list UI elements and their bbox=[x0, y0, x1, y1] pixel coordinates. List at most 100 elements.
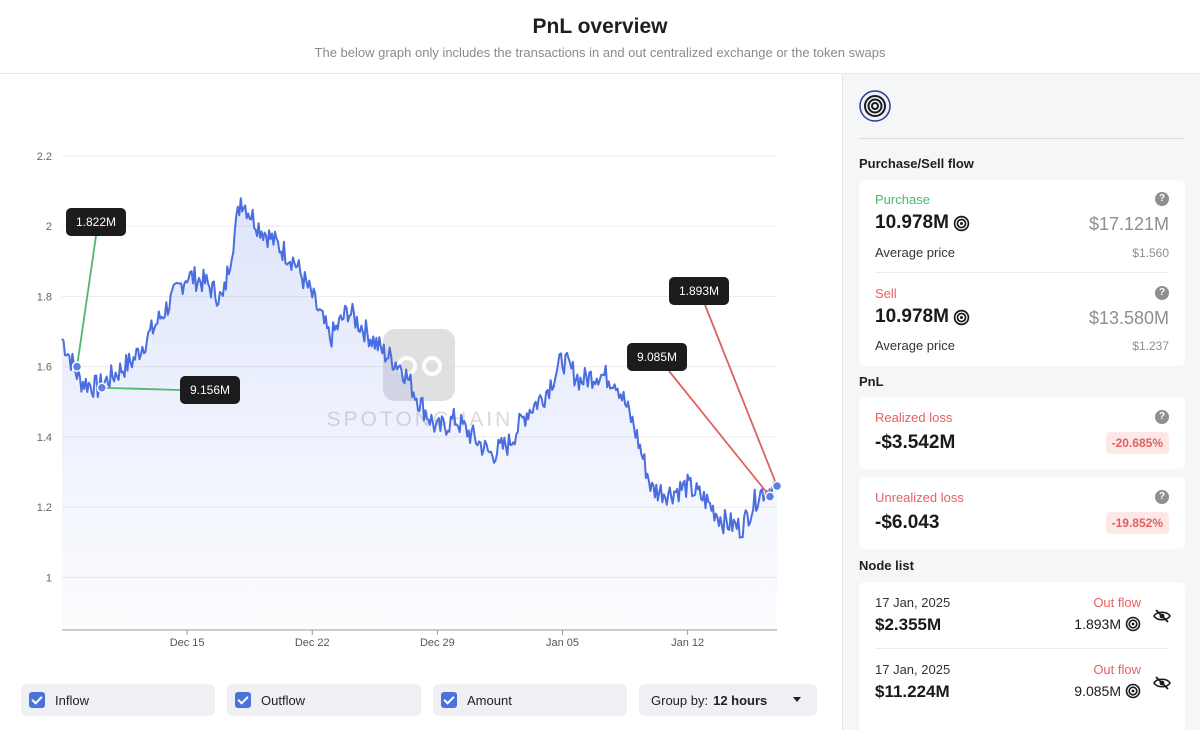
unrealized-loss-badge: -19.852% bbox=[1105, 512, 1169, 534]
purchase-avg-value: $1.560 bbox=[1132, 246, 1169, 260]
unrealized-loss-card: Unrealized loss ? -$6.043 -19.852% bbox=[859, 477, 1185, 549]
flow-section-title: Purchase/Sell flow bbox=[859, 156, 974, 171]
help-icon[interactable]: ? bbox=[1155, 490, 1169, 504]
group-by-value: 12 hours bbox=[713, 692, 768, 708]
purchase-amount-value: 10.978M bbox=[875, 212, 949, 233]
node-amount: $2.355M bbox=[875, 615, 942, 634]
inflow-toggle[interactable]: Inflow bbox=[21, 684, 215, 716]
y-tick-label: 1.4 bbox=[37, 432, 52, 444]
help-icon[interactable]: ? bbox=[1155, 286, 1169, 300]
divider bbox=[875, 272, 1169, 273]
eye-off-icon[interactable] bbox=[1153, 609, 1171, 623]
annotation-box bbox=[180, 376, 240, 404]
node-flow: Out flow bbox=[1093, 595, 1141, 610]
annotation-label: 9.085M bbox=[637, 350, 677, 364]
purchase-sell-card: Purchase ? 10.978M $17.121M Average pric… bbox=[859, 180, 1185, 366]
sidebar: Purchase/Sell flow Purchase ? 10.978M $1… bbox=[842, 74, 1200, 730]
y-tick-label: 1.6 bbox=[37, 362, 52, 374]
group-by-select[interactable]: Group by: 12 hours bbox=[639, 684, 817, 716]
annotation-point bbox=[71, 361, 83, 372]
node-tokens-value: 1.893M bbox=[1074, 616, 1121, 632]
realized-loss-card: Realized loss ? -$3.542M -20.685% bbox=[859, 397, 1185, 469]
sell-usd: $13.580M bbox=[1088, 308, 1169, 328]
node-tokens: 9.085M bbox=[1074, 683, 1141, 699]
inflow-checkbox[interactable] bbox=[29, 692, 45, 708]
node-date: 17 Jan, 2025 bbox=[875, 662, 951, 677]
annotation-leader bbox=[101, 386, 181, 391]
purchase-usd: $17.121M bbox=[1088, 214, 1169, 234]
y-tick-label: 2 bbox=[46, 221, 52, 233]
annotation-leader bbox=[704, 304, 778, 487]
y-tick-label: 1.2 bbox=[37, 502, 52, 514]
node-tokens: 1.893M bbox=[1074, 616, 1141, 632]
realized-loss-badge: -20.685% bbox=[1105, 432, 1169, 454]
node-item[interactable]: 17 Jan, 2025 Out flow $2.355M 1.893M bbox=[859, 582, 1185, 648]
sell-amount: 10.978M bbox=[875, 306, 970, 328]
group-by-label: Group by: bbox=[651, 692, 709, 708]
page-header: PnL overview The below graph only includ… bbox=[0, 0, 1200, 74]
series-area bbox=[62, 198, 777, 631]
annotation-label: 9.156M bbox=[190, 383, 230, 397]
divider bbox=[859, 138, 1184, 139]
node-flow: Out flow bbox=[1093, 662, 1141, 677]
annotation-point bbox=[771, 480, 783, 492]
chevron-down-icon bbox=[793, 697, 801, 702]
node-list-title: Node list bbox=[859, 558, 914, 573]
node-amount: $11.224M bbox=[875, 682, 950, 701]
x-tick-label: Dec 22 bbox=[295, 637, 330, 649]
annotation-leader bbox=[76, 235, 97, 367]
token-icon bbox=[1125, 616, 1141, 632]
sell-avg-value: $1.237 bbox=[1132, 339, 1169, 353]
y-tick-label: 1.8 bbox=[37, 291, 52, 303]
amount-toggle[interactable]: Amount bbox=[433, 684, 627, 716]
x-tick-label: Jan 05 bbox=[546, 637, 579, 649]
token-icon bbox=[953, 309, 970, 325]
node-date: 17 Jan, 2025 bbox=[875, 595, 951, 610]
sell-avg-label: Average price bbox=[875, 338, 955, 353]
annotation-box bbox=[627, 343, 687, 371]
node-list: 17 Jan, 2025 Out flow $2.355M 1.893M 17 … bbox=[859, 582, 1185, 730]
y-tick-label: 1 bbox=[46, 572, 52, 584]
annotation-point bbox=[764, 491, 776, 502]
help-icon[interactable]: ? bbox=[1155, 192, 1169, 206]
purchase-amount: 10.978M bbox=[875, 212, 970, 234]
token-logo-icon bbox=[859, 90, 891, 122]
token-icon bbox=[1125, 683, 1141, 699]
node-item[interactable]: 17 Jan, 2025 Out flow $11.224M 9.085M bbox=[859, 649, 1185, 715]
series-line bbox=[61, 197, 778, 539]
realized-loss-value: -$3.542M bbox=[875, 432, 956, 453]
unrealized-loss-value: -$6.043 bbox=[875, 512, 940, 533]
amount-checkbox[interactable] bbox=[441, 692, 457, 708]
pnl-section-title: PnL bbox=[859, 374, 884, 389]
realized-loss-label: Realized loss bbox=[875, 410, 953, 425]
node-tokens-value: 9.085M bbox=[1074, 683, 1121, 699]
x-tick-label: Jan 12 bbox=[671, 637, 704, 649]
annotation-leader bbox=[668, 370, 771, 498]
purchase-label: Purchase bbox=[875, 192, 930, 207]
help-icon[interactable]: ? bbox=[1155, 410, 1169, 424]
annotation-label: 1.822M bbox=[76, 215, 116, 229]
chart-controls: Inflow Outflow Amount Group by: 12 hours bbox=[0, 684, 842, 716]
inflow-label: Inflow bbox=[55, 692, 89, 708]
amount-label: Amount bbox=[467, 692, 512, 708]
unrealized-loss-label: Unrealized loss bbox=[875, 490, 964, 505]
annotation-box bbox=[66, 208, 126, 236]
sell-label: Sell bbox=[875, 286, 897, 301]
eye-off-icon[interactable] bbox=[1153, 676, 1171, 690]
sell-amount-value: 10.978M bbox=[875, 306, 949, 327]
outflow-label: Outflow bbox=[261, 692, 306, 708]
purchase-avg-label: Average price bbox=[875, 245, 955, 260]
page-title: PnL overview bbox=[532, 15, 668, 38]
y-tick-label: 2.2 bbox=[37, 151, 52, 163]
annotation-label: 1.893M bbox=[679, 284, 719, 298]
x-tick-label: Dec 15 bbox=[170, 637, 205, 649]
page-subtitle: The below graph only includes the transa… bbox=[314, 45, 886, 60]
outflow-toggle[interactable]: Outflow bbox=[227, 684, 421, 716]
outflow-checkbox[interactable] bbox=[235, 692, 251, 708]
annotation-box bbox=[669, 277, 729, 305]
x-tick-label: Dec 29 bbox=[420, 637, 455, 649]
annotation-point bbox=[96, 382, 108, 393]
divider bbox=[875, 648, 1169, 649]
